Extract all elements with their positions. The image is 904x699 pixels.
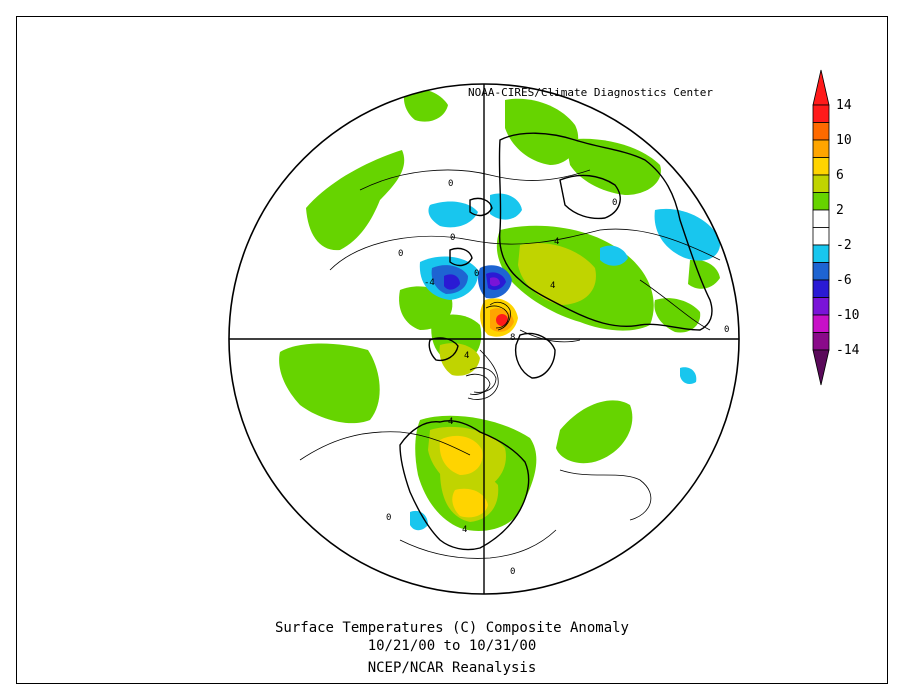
- coastline-arctic-islands: [469, 197, 493, 217]
- colorbar-bottom-cap: [812, 349, 830, 386]
- contour-label: 0: [474, 269, 479, 279]
- anomaly-region-india: [654, 298, 701, 333]
- colorbar-top-cap: [812, 69, 830, 106]
- contour-label: 0: [398, 249, 403, 259]
- colorbar-segment: [812, 139, 830, 158]
- contour-line: [399, 529, 557, 559]
- anomaly-fields: [279, 88, 721, 531]
- colorbar-label: -6: [836, 273, 852, 288]
- colorbar-segment: [812, 244, 830, 263]
- anomaly-region-scandinavia: [505, 98, 579, 165]
- anomaly-region-barents-cold: [490, 193, 522, 220]
- contour-label: 4: [550, 281, 555, 291]
- anomaly-region-kara-cold: [428, 201, 478, 228]
- colorbar-segment: [812, 122, 830, 141]
- anomaly-region-asia-cold: [654, 208, 721, 261]
- anomaly-region-pacific-cold: [680, 367, 697, 384]
- colorbar-label: -14: [836, 343, 860, 358]
- colorbar-segment: [812, 174, 830, 193]
- colorbar-segment: [812, 192, 830, 211]
- coastline-eurasia: [498, 132, 713, 331]
- credit-text: NOAA-CIRES/Climate Diagnostics Center: [468, 86, 714, 99]
- colorbar-label: 2: [836, 203, 844, 218]
- contour-label: 4: [462, 525, 467, 535]
- colorbar-segment: [812, 314, 830, 333]
- anomaly-region-atlantic-south: [556, 400, 633, 464]
- contour-line: [329, 228, 721, 271]
- contour-label: 0: [510, 567, 515, 577]
- anomaly-max-marker: [496, 314, 508, 326]
- contour-label: 0: [612, 198, 617, 208]
- contour-label: 4: [448, 417, 453, 427]
- anomaly-region-alaska-warm: [439, 343, 480, 376]
- colorbar-segment: [812, 262, 830, 281]
- contour-line: [519, 329, 581, 343]
- colorbar-segment: [812, 104, 830, 123]
- date-range: 10/21/00 to 10/31/00: [367, 638, 537, 654]
- colorbar-label: 14: [836, 98, 852, 113]
- contour-label: 8: [510, 333, 515, 343]
- coastlines: [399, 132, 713, 551]
- contour-label-group: 0 0 0 0 -4 4 4 4 4 8 4 0 0 0 0: [386, 179, 729, 577]
- colorbar-label: 10: [836, 133, 852, 148]
- colorbar-label: 6: [836, 168, 844, 183]
- contour-line: [639, 279, 711, 331]
- colorbar-segment: [812, 157, 830, 176]
- colorbar-segment: [812, 332, 830, 351]
- contour-line: [359, 169, 591, 191]
- contour-label: -4: [424, 278, 435, 288]
- anomaly-region-pole-coldest: [490, 277, 500, 287]
- coastline-north-america: [399, 420, 530, 551]
- coastline-greenland: [514, 332, 556, 379]
- anomaly-region-arctic-coldest: [444, 274, 460, 290]
- contour-label: 4: [464, 351, 469, 361]
- colorbar: 14 10 6 2 -2 -6 -10 -14: [812, 69, 860, 386]
- contour-label: 0: [450, 233, 455, 243]
- anomaly-region-usa-hot: [452, 488, 488, 518]
- contour-line: [559, 469, 652, 521]
- colorbar-segment: [812, 297, 830, 316]
- contour-line: [465, 373, 491, 395]
- colorbar-label: -2: [836, 238, 852, 253]
- contour-label: 0: [386, 513, 391, 523]
- map-title: Surface Temperatures (C) Composite Anoma…: [274, 620, 629, 636]
- contour-line: [467, 349, 499, 400]
- contour-label: 4: [554, 237, 559, 247]
- dataset-source: NCEP/NCAR Reanalysis: [367, 660, 537, 676]
- contour-label: 0: [448, 179, 453, 189]
- contour-line: [299, 431, 471, 461]
- anomaly-region-arctic: [403, 88, 448, 122]
- colorbar-segment: [812, 227, 830, 246]
- anomaly-region-north-pacific: [279, 343, 380, 424]
- colorbar-segment: [812, 209, 830, 228]
- globe-outline: [228, 83, 740, 595]
- anomaly-region-himalaya-cold: [600, 245, 628, 266]
- coastline-arctic-islands: [449, 247, 473, 267]
- contour-line: [485, 305, 509, 329]
- anomaly-region-atlantic: [306, 150, 405, 251]
- contour-lines: [299, 169, 721, 559]
- plot-frame: [16, 16, 888, 684]
- contour-label: 0: [724, 325, 729, 335]
- contour-line: [489, 301, 511, 331]
- colorbar-segment: [812, 279, 830, 298]
- coastline-europe: [559, 174, 621, 220]
- colorbar-label: -10: [836, 308, 859, 323]
- anomaly-region-sw-usa-cold: [410, 510, 428, 531]
- anomaly-region-russia-warm: [518, 242, 596, 305]
- anomaly-region-europe: [565, 138, 661, 195]
